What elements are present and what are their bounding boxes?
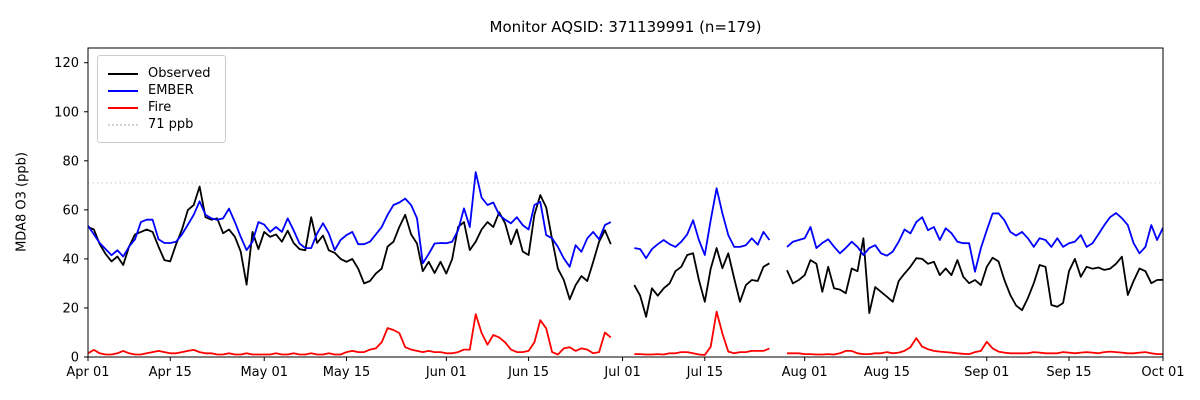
y-axis-tick-label: 120 <box>54 56 79 71</box>
legend-item-label: EMBER <box>148 83 194 98</box>
x-axis-tick-label: Jul 15 <box>686 365 723 380</box>
y-axis-tick-label: 20 <box>62 301 79 316</box>
y-axis-tick-label: 80 <box>62 154 79 169</box>
x-axis-tick-label: Apr 01 <box>66 365 109 380</box>
x-axis-tick-label: Jun 15 <box>507 365 549 380</box>
observed-line <box>87 185 1164 318</box>
fire-line <box>87 310 1163 356</box>
legend-line-sample <box>108 72 138 75</box>
y-axis-tick-label: 0 <box>71 351 79 366</box>
legend-item-observed: Observed <box>108 67 211 80</box>
x-axis-tick-label: Oct 01 <box>1141 365 1184 380</box>
legend-line-sample <box>108 123 138 126</box>
legend-item-label: Observed <box>148 66 211 81</box>
y-axis-tick-label: 100 <box>54 105 79 120</box>
x-axis-tick-label: Sep 15 <box>1046 365 1091 380</box>
legend-item-label: 71 ppb <box>148 117 194 132</box>
x-axis-tick-label: Apr 15 <box>149 365 192 380</box>
x-axis-tick-label: May 15 <box>323 365 371 380</box>
y-axis-tick-label: 40 <box>62 252 79 267</box>
y-axis-tick-label: 60 <box>62 203 79 218</box>
x-axis-tick-label: Jun 01 <box>425 365 467 380</box>
chart-title: Monitor AQSID: 371139991 (n=179) <box>489 18 762 36</box>
legend-item-label: Fire <box>148 100 172 115</box>
x-axis-tick-label: May 01 <box>240 365 288 380</box>
x-axis-tick-label: Jul 01 <box>603 365 640 380</box>
x-axis-tick-label: Aug 01 <box>782 365 828 380</box>
x-axis-tick-label: Aug 15 <box>864 365 910 380</box>
legend-line-sample <box>108 89 138 92</box>
plot-border <box>87 47 1164 358</box>
x-axis-tick-label: Sep 01 <box>964 365 1009 380</box>
legend-item-ember: EMBER <box>108 84 211 97</box>
legend-box: Observed EMBER Fire 71 ppb <box>97 55 226 143</box>
legend-item-fire: Fire <box>108 101 211 114</box>
legend-item-71-ppb: 71 ppb <box>108 118 211 131</box>
legend-line-sample <box>108 106 138 109</box>
ember-line <box>87 171 1164 273</box>
